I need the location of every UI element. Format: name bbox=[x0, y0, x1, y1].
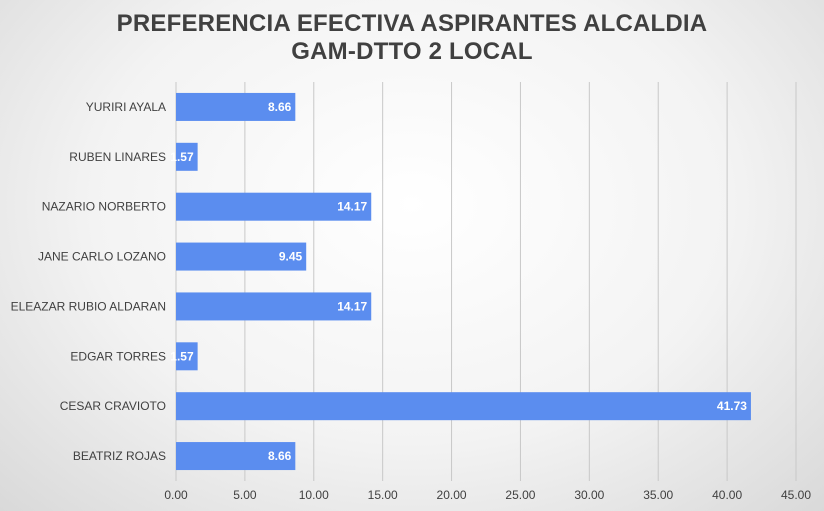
x-tick-label: 25.00 bbox=[505, 488, 535, 502]
x-tick-label: 15.00 bbox=[368, 488, 398, 502]
category-label: BEATRIZ ROJAS bbox=[73, 449, 166, 463]
data-label: 8.66 bbox=[268, 449, 292, 463]
data-label: 14.17 bbox=[337, 200, 367, 214]
bar-2 bbox=[176, 142, 198, 171]
bar-5 bbox=[176, 292, 372, 321]
category-label: CESAR CRAVIOTO bbox=[60, 399, 166, 413]
category-label: NAZARIO NORBERTO bbox=[42, 200, 166, 214]
data-label: 1.57 bbox=[170, 150, 194, 164]
category-label: RUBEN LINARES bbox=[69, 150, 166, 164]
x-tick-label: 5.00 bbox=[233, 488, 257, 502]
category-label: JANE CARLO LOZANO bbox=[38, 250, 166, 264]
bar-3 bbox=[176, 192, 372, 221]
x-tick-label: 10.00 bbox=[299, 488, 329, 502]
category-label: YURIRI AYALA bbox=[86, 100, 166, 114]
x-tick-label: 30.00 bbox=[574, 488, 604, 502]
data-label: 41.73 bbox=[717, 399, 747, 413]
x-tick-label: 20.00 bbox=[437, 488, 467, 502]
bar-6 bbox=[176, 342, 198, 371]
x-tick-label: 0.00 bbox=[164, 488, 188, 502]
category-label: EDGAR TORRES bbox=[70, 349, 166, 363]
x-tick-label: 45.00 bbox=[781, 488, 811, 502]
chart-title-line-1: PREFERENCIA EFECTIVA ASPIRANTES ALCALDIA bbox=[116, 10, 708, 37]
x-tick-label: 40.00 bbox=[712, 488, 742, 502]
chart-title-line-2: GAM-DTTO 2 LOCAL bbox=[291, 38, 533, 65]
data-label: 9.45 bbox=[279, 250, 303, 264]
bar-7 bbox=[176, 392, 751, 421]
chart-title: PREFERENCIA EFECTIVA ASPIRANTES ALCALDIA… bbox=[0, 10, 824, 66]
x-tick-label: 35.00 bbox=[643, 488, 673, 502]
bar-4 bbox=[176, 242, 307, 271]
bar-1 bbox=[176, 92, 296, 121]
data-label: 1.57 bbox=[170, 349, 194, 363]
category-label: ELEAZAR RUBIO ALDARAN bbox=[11, 299, 166, 313]
bar-8 bbox=[176, 442, 296, 471]
data-label: 8.66 bbox=[268, 100, 292, 114]
data-label: 14.17 bbox=[337, 299, 367, 313]
